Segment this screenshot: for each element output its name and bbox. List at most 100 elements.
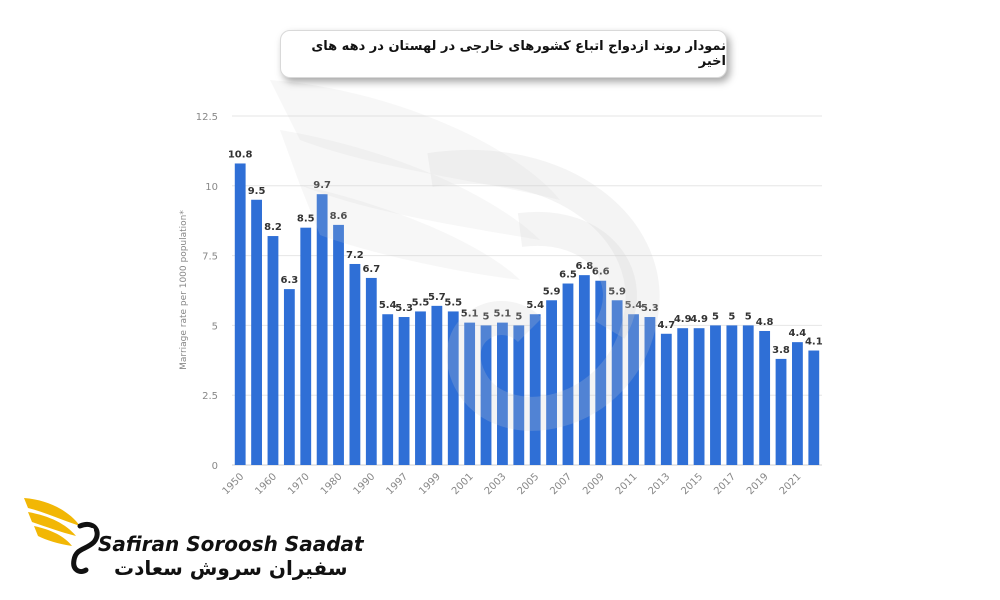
- x-tick-label: 2017: [712, 471, 738, 497]
- bar: [234, 163, 246, 466]
- bar: [611, 300, 623, 465]
- grid-lines: [232, 115, 822, 466]
- bar: [792, 342, 803, 465]
- bar-value-label: 7.2: [346, 250, 364, 261]
- bar-value-label: 6.7: [362, 264, 380, 275]
- bar-value-label: 5.1: [494, 309, 512, 320]
- bar: [365, 277, 377, 465]
- bar-value-label: 6.8: [576, 261, 594, 272]
- bar: [464, 322, 476, 465]
- bar-value-label: 5.3: [641, 303, 659, 314]
- x-tick-label: 2019: [745, 471, 771, 497]
- bar: [283, 289, 295, 465]
- y-tick-label: 12.5: [196, 112, 218, 123]
- bar: [775, 358, 787, 465]
- bar: [513, 325, 525, 465]
- bar: [595, 280, 607, 465]
- bar: [644, 317, 656, 465]
- bar-value-label: 5.5: [444, 297, 462, 308]
- bar: [710, 325, 721, 465]
- bar-value-label: 5: [483, 311, 490, 322]
- bar: [333, 224, 344, 465]
- company-logo: Safiran Soroosh Saadat سفیران سروش سعادت: [22, 490, 364, 580]
- bar-value-label: 5: [745, 311, 752, 322]
- x-tick-label: 2001: [450, 471, 476, 497]
- x-tick-label: 1980: [319, 471, 345, 497]
- bar: [349, 263, 361, 465]
- bar: [300, 227, 312, 465]
- y-tick-label: 0: [212, 461, 218, 472]
- bar: [628, 314, 639, 465]
- bar-value-label: 8.5: [297, 214, 315, 225]
- bar-value-label: 10.8: [228, 149, 253, 160]
- bar-value-label: 5.1: [461, 309, 479, 320]
- y-tick-label: 5: [212, 321, 218, 332]
- bar: [562, 283, 574, 465]
- chart-title: نمودار روند ازدواج اتباع کشورهای خارجی د…: [311, 39, 726, 69]
- bar-value-label: 6.6: [592, 267, 610, 278]
- bar-value-label: 9.7: [313, 180, 331, 191]
- x-tick-label: 2011: [614, 471, 640, 497]
- bar-value-label: 5.7: [428, 292, 446, 303]
- bar: [546, 300, 557, 465]
- y-axis-ticks: 0 2.5 5 7.5 10 12.5: [196, 112, 218, 472]
- chart-title-box: نمودار روند ازدواج اتباع کشورهای خارجی د…: [280, 30, 727, 78]
- bar-value-label: 4.7: [657, 320, 675, 331]
- bar-value-label: 5.4: [625, 300, 643, 311]
- bar: [808, 350, 820, 465]
- logo-text-fa: سفیران سروش سعادت: [114, 556, 348, 580]
- bar: [415, 311, 426, 465]
- x-tick-label: 2007: [548, 471, 574, 497]
- bar: [382, 314, 394, 465]
- bar: [693, 328, 705, 465]
- x-axis-ticks: 1950 1960 1970 1980 1990 1997 1999 2001 2003 2005…: [221, 471, 804, 497]
- bar: [497, 322, 508, 465]
- bar-value-label: 5: [728, 311, 735, 322]
- bar: [316, 194, 328, 465]
- bar: [398, 317, 410, 465]
- x-tick-label: 2005: [516, 471, 542, 497]
- bar-value-label: 4.4: [789, 328, 807, 339]
- bar-value-label: 3.8: [772, 345, 790, 356]
- bar-value-label: 5: [712, 311, 719, 322]
- bar-value-label: 8.6: [330, 211, 348, 222]
- y-tick-label: 2.5: [202, 391, 218, 402]
- x-tick-label: 2021: [778, 471, 804, 497]
- bar: [251, 199, 262, 465]
- bar: [759, 330, 771, 465]
- bar: [447, 311, 459, 465]
- x-tick-label: 2003: [483, 471, 509, 497]
- x-tick-label: 1999: [417, 471, 443, 497]
- bar-value-label: 5.3: [395, 303, 413, 314]
- bar-value-label: 8.2: [264, 222, 282, 233]
- bar-value-label: 4.9: [674, 314, 692, 325]
- x-tick-label: 1997: [384, 471, 410, 497]
- bar-value-label: 5.9: [608, 286, 626, 297]
- bar: [742, 325, 754, 465]
- y-tick-label: 7.5: [202, 252, 218, 263]
- bar: [267, 236, 279, 465]
- x-tick-label: 2015: [679, 471, 705, 497]
- bar: [480, 325, 492, 465]
- bar-value-label: 6.3: [281, 275, 299, 286]
- bar: [431, 305, 443, 465]
- bar-value-label: 4.1: [805, 337, 823, 348]
- bar-value-label: 5.9: [543, 286, 561, 297]
- bar: [677, 328, 689, 465]
- bars: [234, 163, 820, 466]
- logo-text-en: Safiran Soroosh Saadat: [98, 532, 364, 556]
- bar: [726, 325, 738, 465]
- bar-value-label: 5: [515, 311, 522, 322]
- x-tick-label: 2013: [647, 471, 673, 497]
- bar-value-label: 4.8: [756, 317, 774, 328]
- bar: [578, 275, 590, 465]
- eagle-wing-icon: [24, 498, 100, 575]
- bar-value-label: 6.5: [559, 270, 577, 281]
- bar: [660, 333, 672, 465]
- bar-value-label: 9.5: [248, 186, 266, 197]
- bar-value-label: 4.9: [690, 314, 708, 325]
- bar-value-label: 5.5: [412, 297, 430, 308]
- bar-value-labels: 10.89.58.26.38.59.78.67.26.75.45.35.55.7…: [228, 149, 823, 355]
- x-tick-label: 1990: [352, 471, 378, 497]
